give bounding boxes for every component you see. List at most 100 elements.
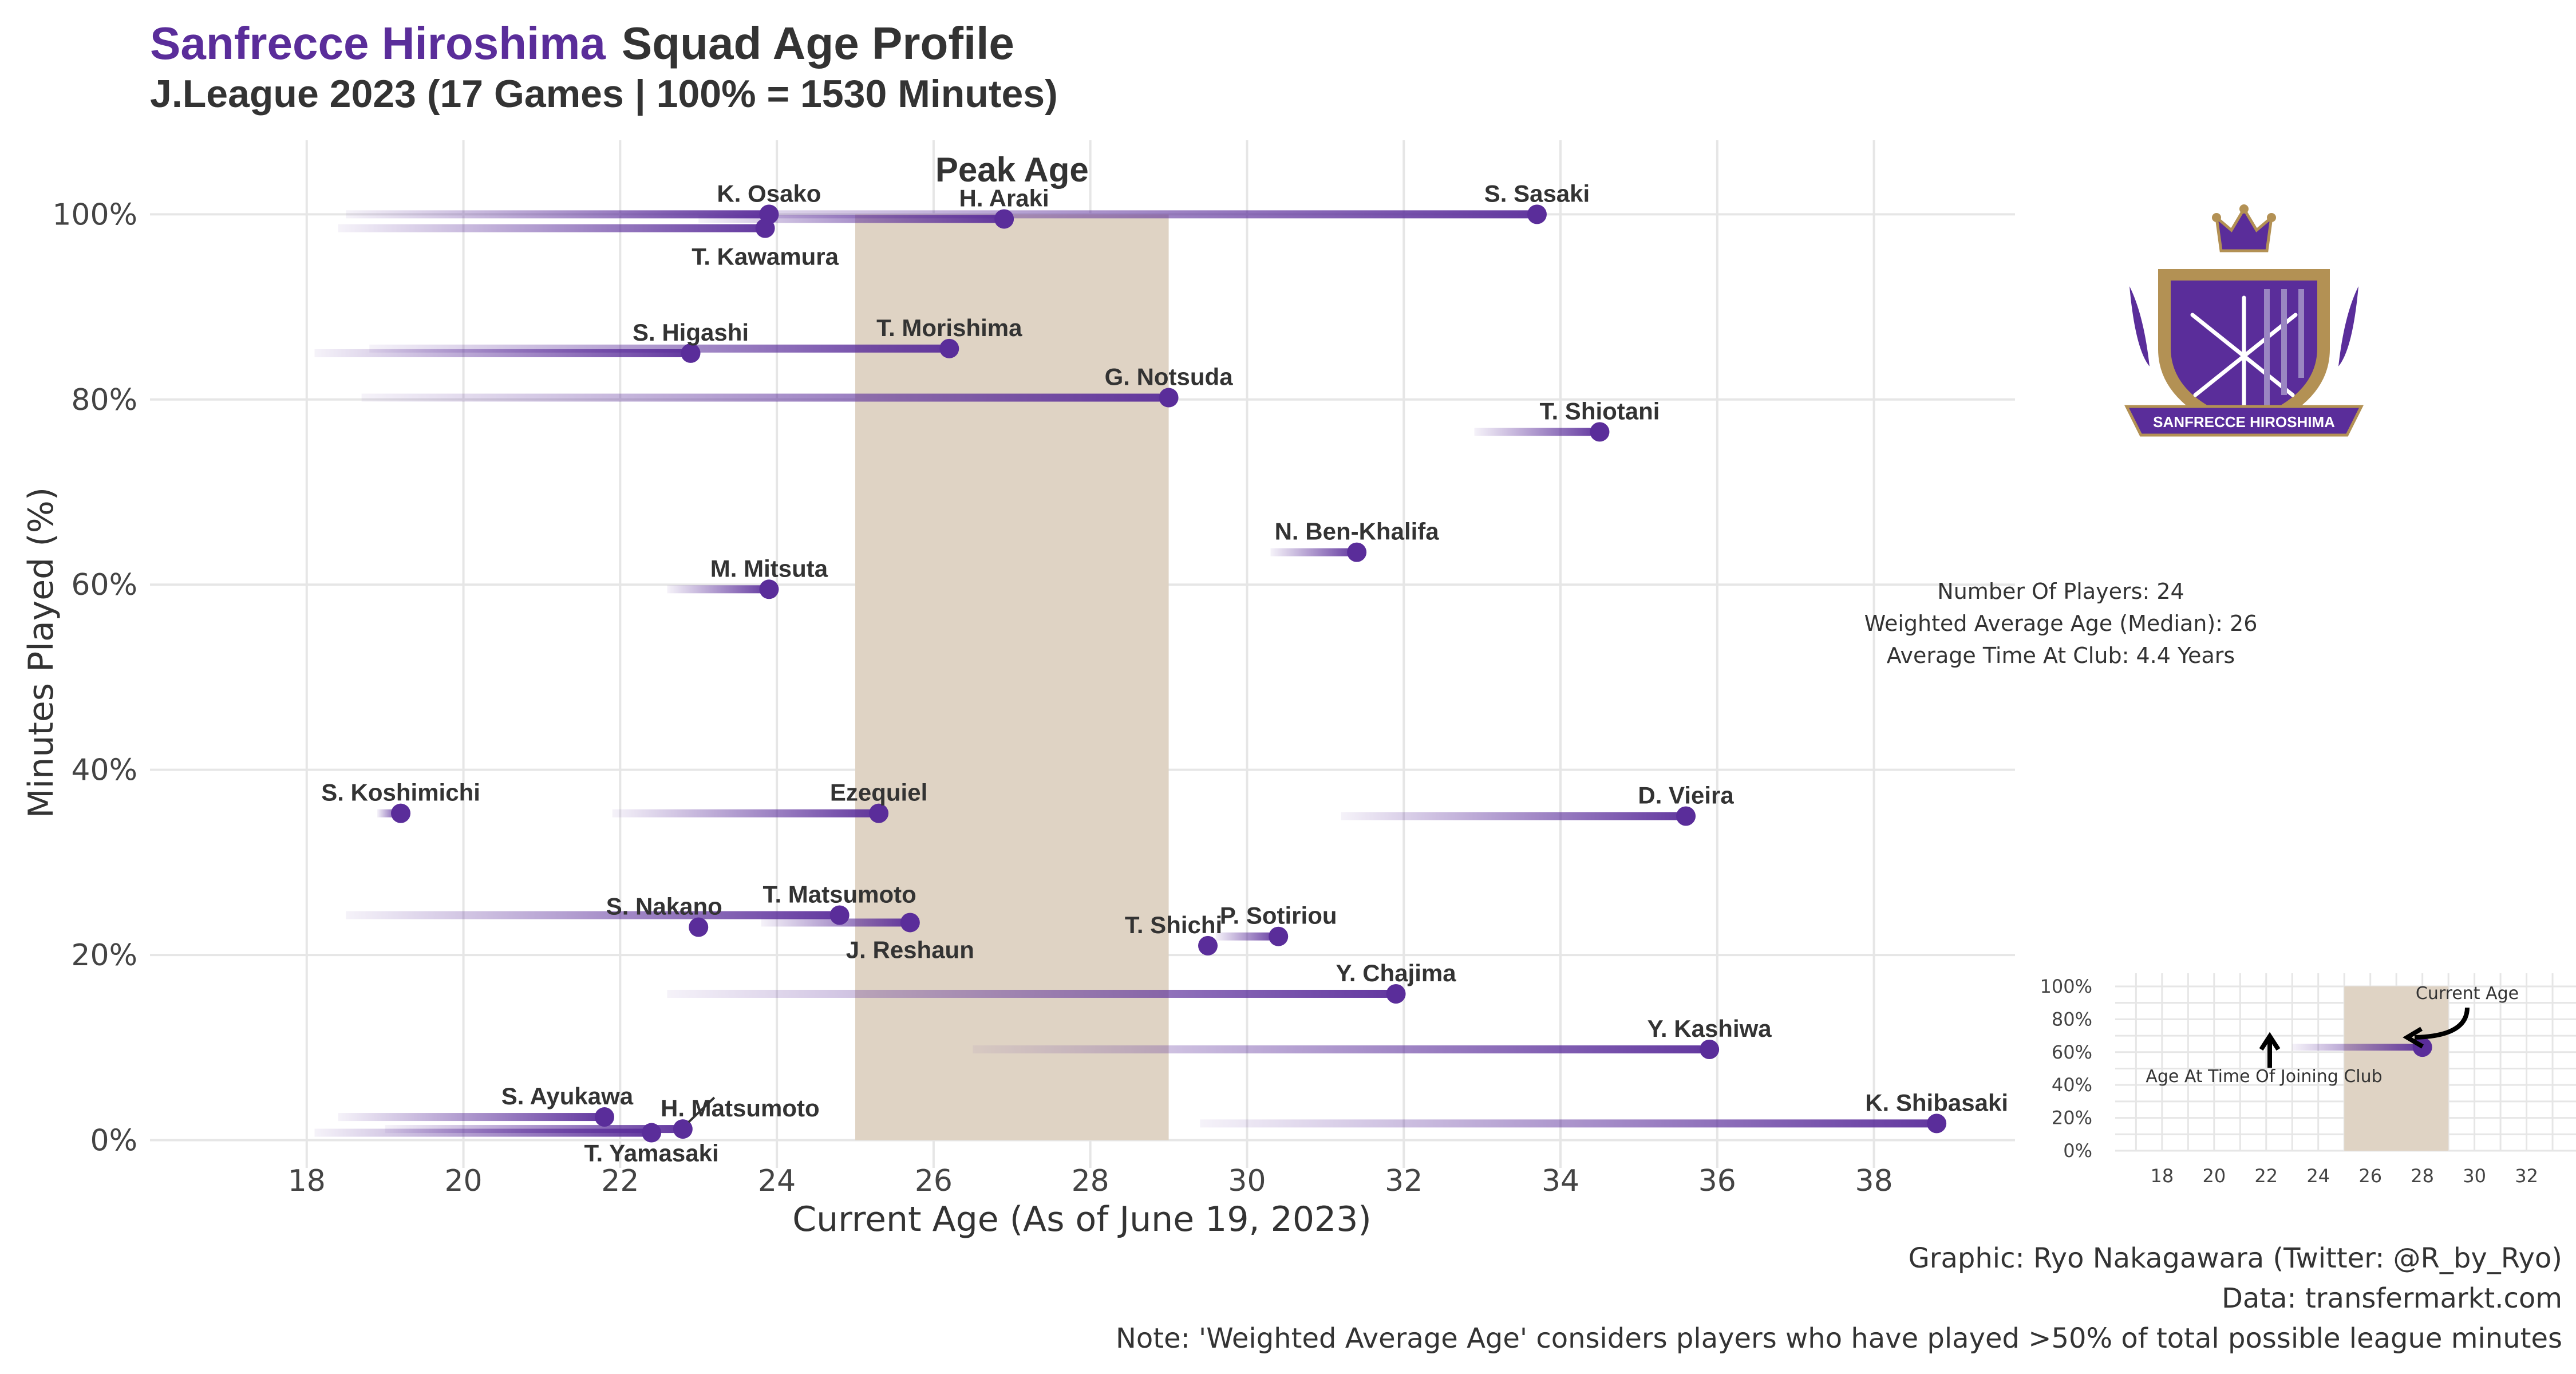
tenure-trail (361, 393, 1169, 402)
player-label: Y. Chajima (1336, 960, 1457, 986)
player-label: S. Nakano (606, 893, 722, 920)
player-label: S. Sasaki (1484, 180, 1590, 207)
legend-y-tick: 60% (2052, 1041, 2092, 1063)
peak-age-band: Peak Age (855, 151, 1169, 1140)
player-point (391, 803, 411, 823)
legend-arrow-current (2414, 1007, 2470, 1040)
player-label: H. Matsumoto (661, 1095, 820, 1122)
player-point (1198, 935, 1218, 956)
club-crest-icon: SANFRECCE HIROSHIMA SINCE 1938 (2124, 204, 2364, 437)
player-label: Ezequiel (830, 779, 927, 806)
tenure-trails (314, 210, 1937, 1137)
player-label: T. Shiotani (1539, 397, 1660, 424)
axes: 18 20 22 24 26 28 30 32 34 36 38 0% 20% 40% 60% 80% 100%… (21, 198, 1893, 1239)
player-label: T. Matsumoto (762, 881, 916, 908)
x-tick-label: 30 (1228, 1164, 1266, 1198)
x-tick-label: 22 (601, 1164, 639, 1198)
tenure-trail (346, 911, 840, 919)
credit-graphic: Graphic: Ryo Nakagawara (Twitter: @R_by_… (1908, 1242, 2562, 1274)
player-point (1590, 422, 1610, 442)
player-label: M. Mitsuta (710, 555, 828, 582)
tenure-trail (1215, 932, 1279, 941)
player-point (939, 338, 959, 358)
legend-chart: 18 20 22 24 26 28 30 32 0% 20% 40% 60% 80% 100% Curren… (2040, 973, 2576, 1187)
x-tick-label: 26 (915, 1164, 953, 1198)
y-tick-label: 80% (71, 383, 137, 417)
tenure-trail (338, 1113, 605, 1122)
tenure-trail (1341, 812, 1686, 820)
y-tick-label: 100% (52, 198, 137, 232)
players-count: Number Of Players: 24 (1937, 579, 2184, 604)
x-tick-label: 34 (1542, 1164, 1579, 1198)
legend-y-tick: 80% (2052, 1008, 2092, 1030)
club-name: Sanfrecce Hiroshima (150, 18, 606, 69)
y-tick-label: 0% (90, 1123, 138, 1158)
legend-x-tick: 20 (2202, 1165, 2226, 1187)
x-tick-label: 24 (758, 1164, 796, 1198)
player-point (755, 218, 775, 238)
x-tick-label: 38 (1855, 1164, 1893, 1198)
crest-since: SINCE 1938 (2222, 257, 2266, 266)
player-label: D. Vieira (1638, 781, 1734, 808)
credit-note: Note: 'Weighted Average Age' considers p… (1115, 1322, 2562, 1355)
player-label: N. Ben-Khalifa (1275, 518, 1440, 545)
chart-subtitle: J.League 2023 (17 Games | 100% = 1530 Mi… (150, 72, 1058, 116)
legend-x-tick: 22 (2254, 1165, 2278, 1187)
player-point (1269, 926, 1289, 946)
player-label: G. Notsuda (1105, 364, 1234, 390)
legend-arrowhead-joined (2259, 1032, 2281, 1051)
player-point (1927, 1114, 1947, 1134)
tenure-trail (1474, 428, 1600, 436)
player-point (594, 1107, 614, 1127)
player-label: Y. Kashiwa (1647, 1015, 1772, 1042)
tenure-trail (667, 989, 1396, 998)
peak-age-rect (855, 214, 1169, 1140)
player-points (391, 204, 1947, 1143)
legend-x-tick: 30 (2463, 1165, 2486, 1187)
player-point (900, 913, 920, 933)
legend-y-tick: 0% (2063, 1140, 2092, 1162)
player-label: K. Osako (717, 180, 821, 207)
title-text: Squad Age Profile (621, 18, 1014, 69)
legend-trail (2292, 1044, 2423, 1051)
player-point (759, 579, 779, 599)
player-label: T. Yamasaki (584, 1140, 719, 1167)
credit-data: Data: transfermarkt.com (2221, 1282, 2562, 1314)
player-point (673, 1119, 693, 1139)
player-label: T. Morishima (876, 314, 1022, 341)
peak-age-label: Peak Age (935, 151, 1089, 189)
legend-joined-age-label: Age At Time Of Joining Club (2146, 1067, 2382, 1087)
legend-x-tick: 24 (2306, 1165, 2330, 1187)
legend-x-tick: 26 (2358, 1165, 2382, 1187)
player-point (1386, 984, 1406, 1004)
y-tick-label: 20% (71, 938, 137, 973)
average-time-at-club: Average Time At Club: 4.4 Years (1886, 643, 2235, 668)
tenure-trail (612, 809, 879, 818)
legend-y-tick: 100% (2040, 976, 2092, 997)
player-label: T. Shichi (1125, 911, 1222, 938)
player-point (681, 343, 701, 363)
tenure-trail (667, 585, 769, 594)
tenure-trail (369, 344, 950, 353)
tenure-trail (338, 224, 765, 232)
y-tick-label: 60% (71, 568, 137, 602)
legend-y-tick: 20% (2052, 1107, 2092, 1129)
player-point (1347, 542, 1367, 562)
player-point (994, 209, 1014, 229)
player-label: T. Kawamura (692, 243, 839, 270)
tenure-trail (314, 1128, 652, 1137)
squad-stats: Number Of Players: 24 Weighted Average A… (1717, 575, 2404, 672)
legend-x-tick: 32 (2515, 1165, 2538, 1187)
chart-title: Sanfrecce Hiroshima Squad Age Profile (150, 17, 1014, 70)
player-label: S. Higashi (633, 319, 749, 346)
player-point (1676, 806, 1696, 826)
x-tick-label: 28 (1072, 1164, 1109, 1198)
player-label: P. Sotiriou (1220, 902, 1337, 929)
tenure-trail (620, 210, 1537, 219)
legend-x-tick: 18 (2151, 1165, 2174, 1187)
player-point (689, 917, 709, 937)
player-point (869, 803, 889, 823)
weighted-average-age: Weighted Average Age (Median): 26 (1864, 611, 2258, 636)
player-point (1700, 1040, 1720, 1060)
